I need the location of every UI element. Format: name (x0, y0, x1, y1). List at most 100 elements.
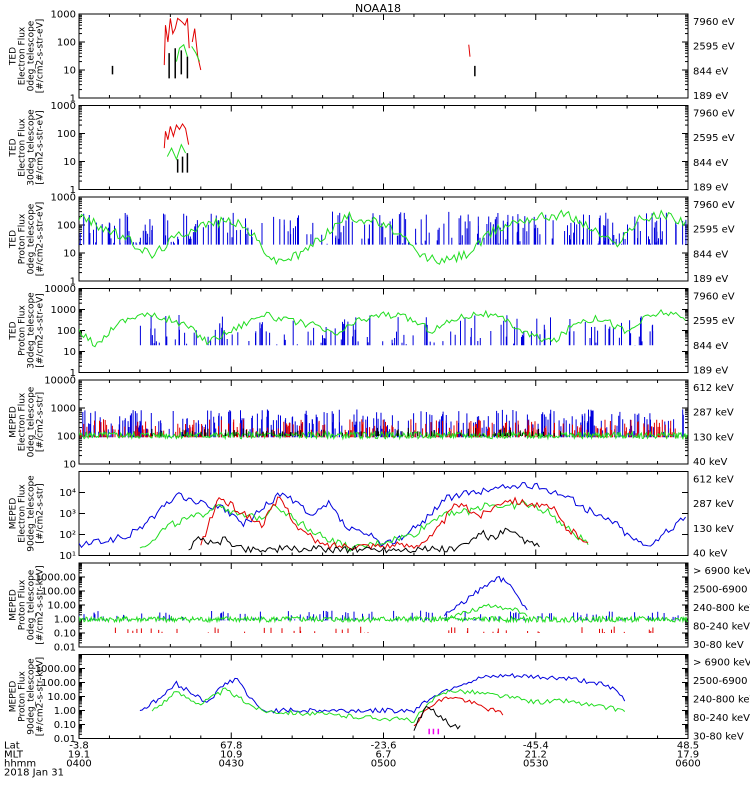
y-tick-label: 10 (63, 460, 76, 471)
legend-red: 2595 eV (693, 225, 735, 236)
y-axis-label: MEPEDProton Flux0deg_telescope[#/cm2-s-s… (9, 565, 46, 644)
x-row-label: Lat (4, 741, 20, 752)
y-tick-label: 1 (70, 277, 76, 288)
legend-magenta: > 6900 keV (693, 658, 750, 669)
y-axis-label: MEPEDElectron Flux90deg_telescope[#/cm2-… (9, 475, 46, 552)
panel-series (163, 122, 190, 173)
series-black-profile (413, 705, 461, 731)
y-axis-label-line: MEPED (9, 681, 19, 713)
legend-red: 240-800 keV (693, 603, 750, 614)
series-green-profile (79, 308, 686, 348)
y-axis-label-line: Proton Flux (18, 579, 28, 630)
y-tick-label: 1.00 (54, 706, 76, 717)
y-tick-label: 1000 (51, 10, 76, 21)
y-axis-label-line: Proton Flux (18, 671, 28, 722)
y-axis-label-line: [#/cm2-s-str-keV] (36, 657, 46, 736)
y-tick-label: 100 (57, 221, 76, 232)
y-tick-label: 10.00 (47, 601, 76, 612)
series-green-line (175, 43, 188, 62)
y-tick-label: 1 (70, 185, 76, 196)
series-red-line (468, 44, 471, 57)
y-axis-label-line: TED (9, 230, 19, 249)
y-axis-label: TEDProton Flux30deg_telescope[#/cm2-s-st… (9, 292, 46, 369)
y-tick-label: 1.00 (54, 615, 76, 626)
y-axis-label-line: TED (9, 138, 19, 157)
y-axis-label-line: [#/cm2-s-str] (36, 392, 46, 452)
series-blue-profile (79, 482, 686, 549)
panel-series (79, 209, 687, 266)
legend-blue: 189 eV (693, 91, 728, 102)
legend-black: 2500-6900 (693, 676, 748, 687)
y-tick-label: 100 (57, 38, 76, 49)
series-red-spikes (114, 626, 654, 633)
y-axis-label: TEDElectron Flux30deg_telescope[#/cm2-s-… (9, 109, 46, 186)
y-tick-label: 1000 (51, 305, 76, 316)
y-axis-label-line: Electron Flux (18, 392, 28, 451)
x-tick-label-lat: 67.8 (220, 741, 242, 752)
chart-title: NOAA18 (355, 2, 401, 15)
x-tick-label-mlt: 10.9 (220, 750, 242, 761)
y-tick-label: 0.10 (54, 720, 76, 731)
series-blue-profile (139, 673, 626, 714)
y-tick-label: 1 (70, 94, 76, 105)
x-tick-label-lat: -45.4 (523, 741, 549, 752)
y-tick-label: 10⁴ (59, 488, 76, 499)
y-tick-label: 10 (63, 249, 76, 260)
panel-8: 0.010.101.0010.00100.001000.00MEPEDProto… (9, 654, 750, 745)
y-tick-label: 0.01 (54, 734, 76, 745)
series-red-line (191, 28, 202, 71)
legend-red: 287 keV (693, 408, 734, 419)
legend-blue: 40 keV (693, 457, 727, 468)
y-tick-label: 1000.00 (35, 664, 76, 675)
y-tick-label: 1000.00 (35, 573, 76, 584)
y-axis-label-line: MEPED (9, 498, 19, 530)
series-green-profile (151, 687, 626, 724)
x-tick-label-hhmm: 0430 (219, 759, 244, 770)
series-green-profile (444, 603, 528, 622)
y-axis-label-line: [#/cm2-s-str-keV] (36, 565, 46, 644)
y-axis-label-line: 30deg_telescope (27, 292, 37, 369)
series-green-band (79, 615, 688, 624)
legend-black: 612 keV (693, 475, 734, 486)
legend-black: 2500-6900 (693, 585, 748, 596)
y-axis-label-line: Proton Flux (18, 213, 28, 264)
legend-green: 80-240 keV (693, 622, 750, 633)
y-axis-label-line: Electron Flux (18, 26, 28, 85)
y-tick-label: 10 (63, 66, 76, 77)
x-tick-label-lat: -3.8 (69, 741, 89, 752)
legend-black: 612 keV (693, 383, 734, 394)
x-tick-label-hhmm: 0530 (523, 759, 548, 770)
legend-green: 844 eV (693, 158, 728, 169)
legend-green: 80-240 keV (693, 713, 750, 724)
y-axis-label: MEPEDProton Flux90deg_telescope[#/cm2-s-… (9, 657, 46, 736)
legend-red: 2595 eV (693, 42, 735, 53)
y-axis-label: MEPEDElectron Flux0deg_telescope[#/cm2-s… (9, 386, 46, 457)
y-axis-label-line: MEPED (9, 589, 19, 621)
panel-1: 1 10 100 1000 TEDElectron Flux0deg_telescope… (9, 10, 735, 105)
legend-black: 7960 eV (693, 200, 735, 211)
x-tick-label-hhmm: 0500 (371, 759, 396, 770)
legend-green: 130 keV (693, 524, 734, 535)
y-axis-label-line: MEPED (9, 406, 19, 438)
y-axis-label-line: TED (9, 321, 19, 340)
y-axis-label-line: 90deg_telescope (27, 475, 37, 552)
series-red-profile (200, 496, 589, 551)
legend-blue: 189 eV (693, 274, 728, 285)
x-tick-label-lat: -23.6 (371, 741, 397, 752)
panel-series (139, 673, 626, 735)
series-red-line (163, 122, 190, 149)
legend-blue: 30-80 keV (693, 640, 744, 651)
y-axis-label-line: Proton Flux (18, 305, 28, 356)
y-tick-label: 10000 (44, 284, 76, 295)
y-tick-label: 0.10 (54, 629, 76, 640)
series-magenta-spikes (428, 728, 440, 735)
legend-red: 240-800 keV (693, 695, 750, 706)
y-tick-label: 1000 (51, 101, 76, 112)
y-axis-label-line: [#/cm2-s-str-eV] (36, 202, 46, 277)
legend-black: 7960 eV (693, 292, 735, 303)
panel-series (79, 308, 686, 348)
y-tick-label: 10 (63, 347, 76, 358)
y-tick-label: 10³ (59, 509, 76, 520)
x-tick-label-hhmm: 0400 (66, 759, 91, 770)
